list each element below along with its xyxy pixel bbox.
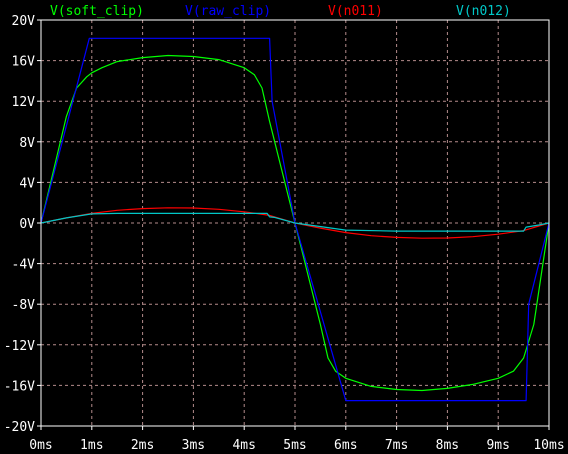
x-tick-label: 10ms bbox=[533, 438, 564, 453]
legend-entry: V(n011) bbox=[328, 4, 383, 19]
x-tick-label: 2ms bbox=[131, 438, 154, 453]
x-tick-label: 0ms bbox=[29, 438, 52, 453]
legend-entry: V(n012) bbox=[456, 4, 511, 19]
series-layer bbox=[40, 37, 550, 402]
x-tick-label: 6ms bbox=[334, 438, 357, 453]
x-tick-label: 9ms bbox=[486, 438, 509, 453]
x-tick-label: 7ms bbox=[385, 438, 408, 453]
y-tick-label: 20V bbox=[12, 14, 36, 29]
y-tick-label: 4V bbox=[19, 176, 35, 191]
legend: V(soft_clip) V(raw_clip) V(n011) V(n012) bbox=[50, 4, 511, 19]
y-tick-label: 0V bbox=[19, 217, 35, 232]
axis-ticks: 0ms 1ms 2ms 3ms 4ms 5ms 6ms 7ms 8ms 9ms 10ms 20V 16V… bbox=[4, 14, 565, 453]
y-tick-label: -8V bbox=[12, 298, 36, 313]
legend-entry: V(soft_clip) bbox=[50, 4, 144, 19]
y-tick-label: -12V bbox=[4, 339, 35, 354]
x-tick-label: 3ms bbox=[182, 438, 205, 453]
x-tick-label: 1ms bbox=[80, 438, 103, 453]
x-tick-label: 8ms bbox=[436, 438, 459, 453]
grid bbox=[41, 20, 549, 426]
y-tick-label: 12V bbox=[12, 95, 36, 110]
y-tick-label: -20V bbox=[4, 420, 35, 435]
x-tick-label: 5ms bbox=[283, 438, 306, 453]
y-tick-label: -16V bbox=[4, 379, 35, 394]
series-line-v-n012 bbox=[40, 212, 550, 232]
y-tick-label: -4V bbox=[12, 258, 36, 273]
y-tick-label: 16V bbox=[12, 55, 36, 70]
legend-entry: V(raw_clip) bbox=[185, 4, 271, 19]
y-tick-label: 8V bbox=[19, 136, 35, 151]
series-line-v-soft-clip bbox=[40, 54, 550, 392]
x-tick-label: 4ms bbox=[232, 438, 255, 453]
